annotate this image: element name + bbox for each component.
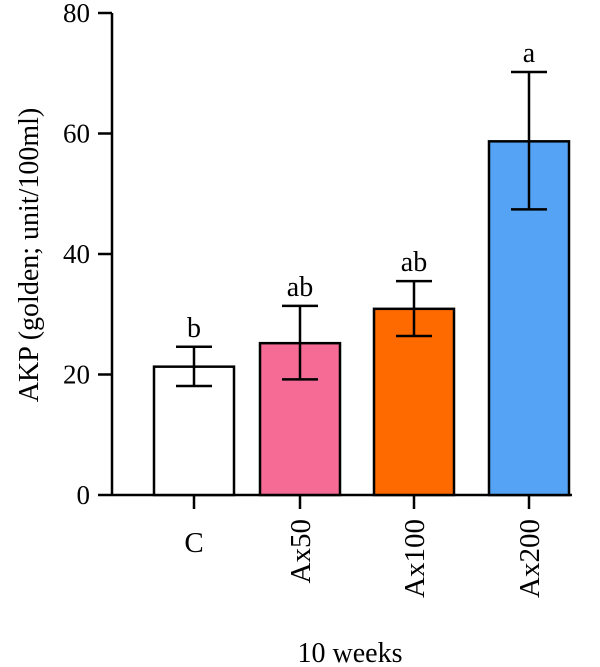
x-tick-label: Ax200 bbox=[514, 519, 546, 598]
significance-label: b bbox=[187, 313, 201, 344]
labels: b Cab Ax50 ab Ax100 a Ax200 bbox=[184, 38, 546, 598]
y-tick-label: 40 bbox=[63, 239, 90, 269]
y-tick-label: 60 bbox=[63, 119, 90, 149]
significance-label: ab bbox=[287, 272, 313, 303]
bar bbox=[152, 365, 236, 497]
significance-label: a bbox=[523, 38, 536, 69]
x-tick-label: Ax50 bbox=[285, 519, 317, 583]
y-tick-label: 20 bbox=[63, 360, 90, 390]
bars bbox=[152, 140, 571, 497]
significance-label: ab bbox=[401, 247, 427, 278]
y-axis-title: AKP (golden; unit/100ml) bbox=[14, 108, 45, 403]
error-bars bbox=[176, 70, 547, 388]
y-tick-label: 0 bbox=[77, 480, 91, 510]
bar bbox=[372, 307, 456, 497]
x-tick-label: C bbox=[184, 527, 203, 559]
x-axis-title: 10 weeks bbox=[298, 638, 403, 667]
x-tick-label: Ax100 bbox=[399, 519, 431, 598]
y-tick-label: 80 bbox=[63, 0, 90, 28]
